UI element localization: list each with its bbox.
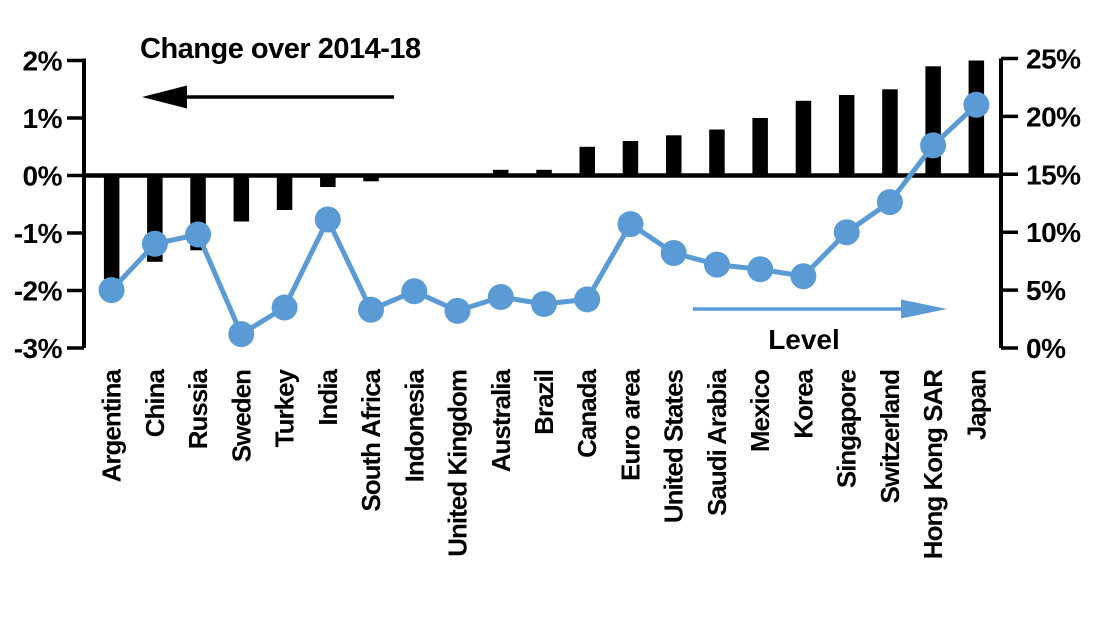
bar xyxy=(752,118,768,176)
right-arrowhead-icon xyxy=(901,299,947,319)
line-point xyxy=(660,240,687,266)
line-point xyxy=(314,206,341,233)
line-point xyxy=(401,278,428,305)
right-axis-tick-label: 5% xyxy=(1026,275,1066,306)
line-point xyxy=(920,132,947,159)
line-point xyxy=(487,284,514,310)
line-point xyxy=(876,189,903,216)
bar xyxy=(666,135,682,176)
category-label: Euro area xyxy=(616,368,646,480)
category-label: Australia xyxy=(486,368,516,472)
line-point xyxy=(185,221,212,248)
line-point xyxy=(531,291,557,317)
left-arrowhead-icon xyxy=(142,85,187,109)
category-label: Sweden xyxy=(226,370,256,462)
line-series xyxy=(98,91,990,348)
bar-series xyxy=(103,60,985,279)
bar xyxy=(276,175,293,210)
bar xyxy=(363,175,379,182)
left-axis-tick-label: 0% xyxy=(23,161,63,192)
category-label: Japan xyxy=(961,370,991,440)
right-axis-tick-label: 15% xyxy=(1026,159,1081,190)
category-label: Singapore xyxy=(832,369,862,488)
right-axis-tick-label: 20% xyxy=(1026,101,1081,132)
line-point xyxy=(271,294,298,321)
bar xyxy=(579,146,595,176)
bar xyxy=(882,89,898,176)
right-axis-tick-label: 25% xyxy=(1026,44,1081,75)
line-point xyxy=(444,297,471,324)
right-axis: 25% 20% 15% 10% 5% 0% xyxy=(999,44,1082,364)
category-label: Mexico xyxy=(745,370,775,452)
category-label: Saudi Arabia xyxy=(702,368,732,516)
bar xyxy=(536,169,552,176)
bar xyxy=(622,141,639,176)
line-point xyxy=(617,211,644,238)
line-point xyxy=(747,256,774,283)
category-label: United Kingdom xyxy=(443,370,473,557)
category-label: India xyxy=(313,368,343,425)
category-axis: Argentina China Russia Sweden Turkey India Sou… xyxy=(97,368,992,559)
line-series-label: Level xyxy=(768,324,840,355)
bar xyxy=(795,100,812,176)
bar xyxy=(103,175,120,279)
line-point xyxy=(833,219,860,246)
line-point xyxy=(704,251,730,278)
line-point xyxy=(141,230,168,257)
left-axis: 2% 1% 0% -1% -2% -3% xyxy=(14,46,86,364)
bar xyxy=(925,66,941,176)
line-point xyxy=(358,296,384,323)
bar xyxy=(233,175,250,222)
bar xyxy=(320,175,336,187)
category-label: Argentina xyxy=(97,368,127,482)
category-label: Indonesia xyxy=(399,368,429,482)
left-axis-tick-label: 1% xyxy=(23,103,63,134)
category-label: South Africa xyxy=(356,368,386,511)
bar xyxy=(838,95,855,176)
line-point xyxy=(228,321,255,348)
category-label: Russia xyxy=(183,368,213,449)
category-label: Turkey xyxy=(270,368,300,447)
category-label: Korea xyxy=(788,368,818,438)
left-axis-tick-label: -3% xyxy=(14,333,63,364)
line-series-arrow xyxy=(693,299,947,319)
bar-series-arrow xyxy=(142,85,394,109)
bar-series-label: Change over 2014-18 xyxy=(140,33,421,65)
category-label: China xyxy=(140,368,170,437)
left-axis-tick-label: -1% xyxy=(14,218,63,249)
category-label: United States xyxy=(659,369,689,523)
category-label: Brazil xyxy=(529,370,559,435)
category-label: Canada xyxy=(572,368,602,457)
bar xyxy=(709,129,725,176)
line-point xyxy=(98,277,125,304)
line-point xyxy=(574,286,601,313)
right-axis-tick-label: 0% xyxy=(1026,333,1066,364)
category-label: Switzerland xyxy=(875,370,905,504)
category-label: Hong Kong SAR xyxy=(918,369,948,559)
left-axis-tick-label: -2% xyxy=(14,276,63,307)
bar xyxy=(968,60,985,176)
right-axis-tick-label: 10% xyxy=(1026,217,1081,248)
bar xyxy=(493,169,509,176)
left-axis-tick-label: 2% xyxy=(23,46,63,77)
line-point xyxy=(790,263,817,290)
line-point xyxy=(963,91,990,118)
